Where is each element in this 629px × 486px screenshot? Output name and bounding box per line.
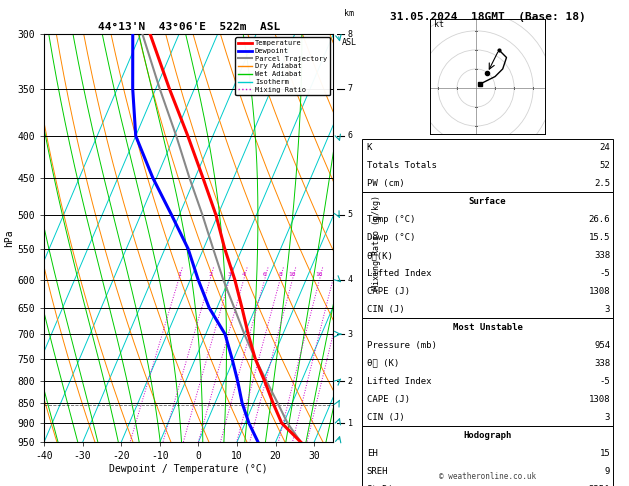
Text: 52: 52 <box>599 161 610 170</box>
Text: 3: 3 <box>604 305 610 314</box>
Text: StmDir: StmDir <box>367 485 399 486</box>
Text: 3: 3 <box>604 413 610 422</box>
Text: 1308: 1308 <box>589 395 610 404</box>
Text: Totals Totals: Totals Totals <box>367 161 437 170</box>
Text: -1: -1 <box>366 435 376 444</box>
Text: -6: -6 <box>366 341 376 349</box>
Legend: Temperature, Dewpoint, Parcel Trajectory, Dry Adiabat, Wet Adiabat, Isotherm, Mi: Temperature, Dewpoint, Parcel Trajectory… <box>235 37 330 95</box>
Text: K: K <box>367 143 372 152</box>
Text: 1: 1 <box>177 273 181 278</box>
Text: Most Unstable: Most Unstable <box>452 323 523 332</box>
Text: 10: 10 <box>289 273 296 278</box>
Y-axis label: hPa: hPa <box>4 229 14 247</box>
X-axis label: Dewpoint / Temperature (°C): Dewpoint / Temperature (°C) <box>109 464 268 474</box>
Text: 24: 24 <box>599 143 610 152</box>
Text: -3: -3 <box>366 396 376 404</box>
Text: CAPE (J): CAPE (J) <box>367 395 409 404</box>
Text: Pressure (mb): Pressure (mb) <box>367 341 437 350</box>
Text: Lifted Index: Lifted Index <box>367 269 431 278</box>
Text: 7: 7 <box>348 84 353 93</box>
Text: 15.5: 15.5 <box>589 233 610 242</box>
Text: 4: 4 <box>242 273 245 278</box>
Text: Dewp (°C): Dewp (°C) <box>367 233 415 242</box>
Text: CAPE (J): CAPE (J) <box>367 287 409 296</box>
Text: CIN (J): CIN (J) <box>367 305 404 314</box>
Text: -5: -5 <box>366 359 376 368</box>
Text: -4: -4 <box>366 377 376 386</box>
Text: SREH: SREH <box>367 467 388 476</box>
Text: 954: 954 <box>594 341 610 350</box>
Text: © weatheronline.co.uk: © weatheronline.co.uk <box>439 472 536 481</box>
Text: ASL: ASL <box>342 38 357 47</box>
Text: 6: 6 <box>263 273 267 278</box>
Text: 2: 2 <box>208 273 212 278</box>
Text: Lifted Index: Lifted Index <box>367 377 431 386</box>
Text: Mixing Ratio (g/kg): Mixing Ratio (g/kg) <box>372 195 381 291</box>
Text: km: km <box>344 9 354 17</box>
Text: 3: 3 <box>348 330 353 339</box>
Text: -5: -5 <box>599 377 610 386</box>
Text: PW (cm): PW (cm) <box>367 179 404 188</box>
Text: θᴇ (K): θᴇ (K) <box>367 359 399 368</box>
Text: 338: 338 <box>594 359 610 368</box>
Text: 3: 3 <box>228 273 231 278</box>
Title: 44°13'N  43°06'E  522m  ASL: 44°13'N 43°06'E 522m ASL <box>97 22 280 32</box>
Text: 16: 16 <box>316 273 323 278</box>
Text: EH: EH <box>367 449 377 458</box>
Text: 31.05.2024  18GMT  (Base: 18): 31.05.2024 18GMT (Base: 18) <box>389 12 586 22</box>
Text: 8: 8 <box>278 273 282 278</box>
Text: 4: 4 <box>348 275 353 284</box>
Text: 26.6: 26.6 <box>589 215 610 224</box>
Text: Temp (°C): Temp (°C) <box>367 215 415 224</box>
Text: 1: 1 <box>348 418 353 428</box>
Text: -5: -5 <box>599 269 610 278</box>
Text: 15: 15 <box>599 449 610 458</box>
Text: θᴇ(K): θᴇ(K) <box>367 251 394 260</box>
Text: 235°: 235° <box>589 485 610 486</box>
Text: 338: 338 <box>594 251 610 260</box>
Text: kt: kt <box>434 20 444 29</box>
Text: 8: 8 <box>348 30 353 38</box>
Text: -2: -2 <box>366 415 376 424</box>
Text: -8: -8 <box>366 306 376 315</box>
Text: 2.5: 2.5 <box>594 179 610 188</box>
Text: Surface: Surface <box>469 197 506 206</box>
Text: 5: 5 <box>348 210 353 220</box>
Text: 9: 9 <box>604 467 610 476</box>
Text: 2: 2 <box>348 377 353 386</box>
Text: CIN (J): CIN (J) <box>367 413 404 422</box>
Text: Hodograph: Hodograph <box>464 431 511 440</box>
Text: 1308: 1308 <box>589 287 610 296</box>
Text: -7: -7 <box>366 324 376 332</box>
Text: 6: 6 <box>348 131 353 140</box>
